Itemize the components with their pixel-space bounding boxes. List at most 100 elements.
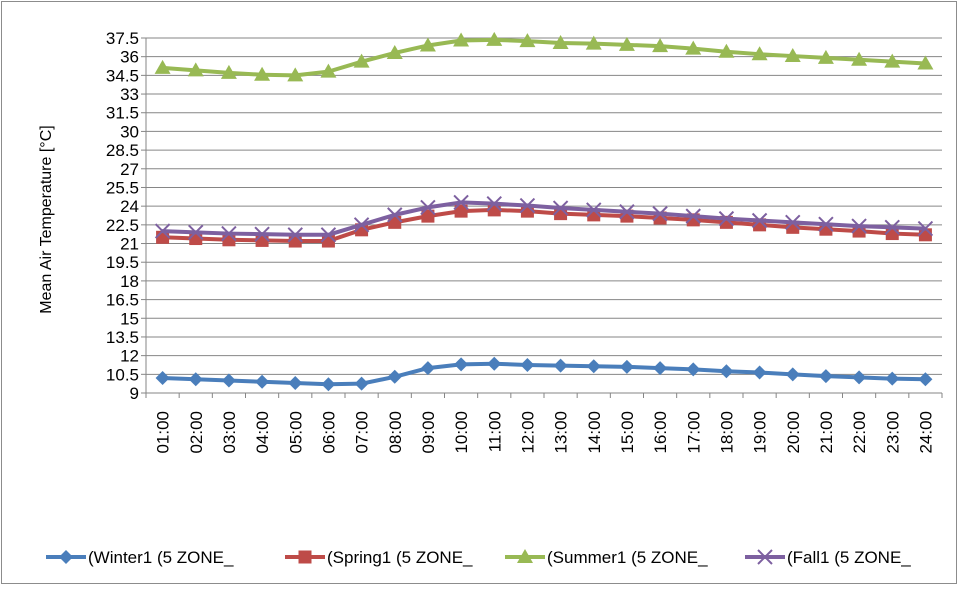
data-point — [454, 204, 468, 218]
data-point — [917, 220, 934, 237]
data-point — [420, 361, 435, 376]
data-point — [552, 200, 569, 216]
data-point — [321, 377, 336, 392]
data-point — [851, 51, 868, 66]
data-point — [486, 195, 502, 212]
x-tick-label: 20:00 — [784, 411, 803, 454]
x-tick-label: 10:00 — [452, 411, 471, 454]
data-point — [354, 376, 369, 391]
data-point — [818, 369, 833, 384]
y-axis-title: Mean Air Temperature [°C] — [38, 125, 55, 313]
data-point — [751, 46, 768, 61]
legend-label: (Spring1 (5 ZONE_ — [327, 548, 473, 567]
x-tick-label: 11:00 — [485, 411, 504, 452]
data-point — [817, 49, 834, 64]
series-line-3 — [160, 37, 928, 78]
x-tick-label: 06:00 — [319, 411, 338, 454]
legend-label: (Summer1 (5 ZONE_ — [547, 548, 708, 567]
y-tick-label: 25.5 — [106, 178, 139, 197]
legend-marker — [757, 549, 773, 565]
x-tick-label: 17:00 — [684, 411, 703, 454]
x-tick-label: 04:00 — [253, 411, 272, 454]
x-tick-label: 15:00 — [618, 411, 637, 454]
data-point — [917, 55, 934, 70]
data-point — [221, 225, 237, 242]
y-tick-label: 15 — [120, 309, 139, 328]
x-tick-label: 19:00 — [751, 411, 770, 454]
data-point — [419, 37, 436, 52]
data-point — [221, 373, 236, 388]
data-point — [685, 208, 701, 224]
y-tick-label: 22.5 — [106, 216, 139, 235]
data-point — [288, 376, 303, 391]
data-point — [784, 48, 801, 63]
data-point — [353, 53, 370, 68]
data-point — [619, 359, 634, 374]
data-point — [154, 59, 171, 74]
x-tick-label: 23:00 — [883, 411, 902, 454]
data-point — [652, 38, 669, 53]
data-point — [188, 372, 203, 387]
data-point — [387, 207, 403, 223]
data-point — [519, 197, 536, 214]
data-point — [851, 218, 867, 234]
data-point — [520, 357, 535, 372]
data-point — [751, 212, 768, 229]
data-point — [719, 364, 734, 379]
x-tick-label: 18:00 — [717, 411, 736, 454]
data-point — [255, 374, 270, 389]
y-tick-label: 28.5 — [106, 141, 139, 160]
x-tick-label: 12:00 — [518, 411, 537, 454]
data-point — [353, 217, 370, 233]
data-point — [752, 365, 767, 380]
data-point — [618, 36, 635, 51]
data-point — [852, 370, 867, 385]
data-point — [785, 367, 800, 382]
data-point — [421, 209, 435, 223]
y-tick-label: 21 — [120, 235, 139, 254]
data-point — [155, 371, 170, 386]
x-tick-label: 21:00 — [817, 411, 836, 454]
y-tick-label: 18 — [120, 272, 139, 291]
data-point — [885, 371, 900, 386]
legend-marker — [59, 550, 73, 564]
data-point — [818, 216, 834, 232]
x-tick-label: 14:00 — [585, 411, 604, 454]
y-tick-label: 33 — [120, 85, 139, 104]
data-point — [653, 361, 668, 376]
y-tick-label: 10.5 — [106, 365, 139, 384]
data-point — [519, 33, 536, 48]
x-tick-label: 22:00 — [850, 411, 869, 454]
y-tick-label: 13.5 — [106, 328, 139, 347]
data-point — [686, 362, 701, 377]
data-point — [254, 226, 270, 242]
data-point — [453, 32, 470, 47]
data-point — [453, 194, 469, 211]
y-tick-label: 12 — [120, 347, 139, 366]
data-point — [187, 62, 204, 77]
y-tick-label: 37.5 — [106, 29, 139, 48]
data-point — [884, 53, 901, 68]
data-point — [884, 219, 900, 236]
data-point — [585, 35, 602, 50]
data-point — [386, 44, 403, 59]
y-tick-label: 19.5 — [106, 253, 139, 272]
legend-label: (Winter1 (5 ZONE_ — [88, 548, 234, 567]
data-point — [320, 63, 337, 78]
x-tick-label: 16:00 — [651, 411, 670, 454]
legend-marker — [517, 549, 533, 563]
data-point — [619, 204, 635, 220]
x-tick-label: 05:00 — [286, 411, 305, 454]
data-point — [287, 67, 304, 82]
y-tick-label: 36 — [120, 48, 139, 67]
data-point — [586, 202, 602, 218]
data-point — [220, 64, 237, 79]
y-tick-label: 9 — [130, 384, 139, 403]
x-tick-label: 24:00 — [916, 411, 935, 454]
data-point — [586, 359, 601, 374]
y-tick-label: 27 — [120, 160, 139, 179]
data-point — [454, 357, 469, 372]
data-point — [320, 227, 337, 243]
